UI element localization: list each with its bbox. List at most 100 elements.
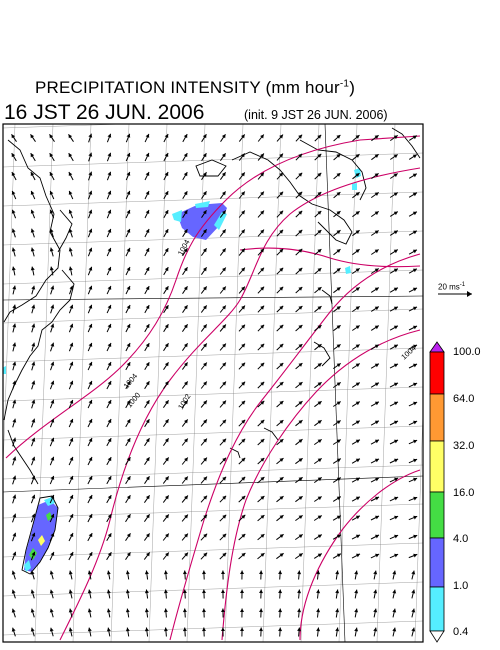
wind-vector <box>371 210 379 218</box>
wind-vector <box>200 248 208 256</box>
wind-vector <box>200 305 208 313</box>
meridian-line <box>414 406 423 642</box>
wind-vector <box>332 439 342 445</box>
wind-vector <box>125 570 130 580</box>
wind-vector <box>238 305 246 313</box>
wind-vector <box>257 267 265 275</box>
coast-fujian <box>7 429 39 485</box>
wind-vector <box>352 229 360 237</box>
wind-vector <box>219 514 227 522</box>
colorbar-tick-label: 16.0 <box>453 487 475 499</box>
wind-vector <box>87 608 92 618</box>
parallel-line <box>3 191 423 207</box>
wind-vector <box>68 380 74 390</box>
wind-vector <box>370 382 380 388</box>
wind-vector <box>219 457 227 465</box>
wind-vector <box>144 304 150 314</box>
wind-vector <box>276 400 284 408</box>
wind-vector <box>182 627 187 637</box>
wind-vector <box>314 362 322 370</box>
wind-vector <box>389 534 399 540</box>
wind-vector <box>144 190 150 200</box>
wind-vector <box>163 209 169 219</box>
wind-vector <box>31 418 36 428</box>
wind-vector <box>181 324 189 332</box>
wind-vector <box>276 305 284 313</box>
parallel-line <box>3 269 423 285</box>
wind-vector <box>411 589 416 599</box>
wind-vector <box>389 515 399 521</box>
wind-vector <box>257 153 265 161</box>
wind-vector <box>181 514 189 522</box>
wind-vector <box>370 515 380 521</box>
wind-vector <box>408 287 418 293</box>
wind-vector <box>143 533 151 541</box>
wind-vector <box>295 381 303 389</box>
wind-vector <box>351 363 361 369</box>
wind-vector <box>370 477 380 483</box>
wind-vector <box>314 210 322 218</box>
wind-vector <box>238 476 246 484</box>
wind-vector <box>335 589 340 599</box>
ryukyu-island-2 <box>229 447 241 459</box>
wind-vector <box>332 515 342 521</box>
wind-vector <box>238 400 246 408</box>
wind-vector <box>316 589 321 599</box>
wind-vector <box>295 533 303 541</box>
wind-vector <box>408 249 418 255</box>
wind-vector <box>125 399 131 409</box>
wind-vector <box>333 343 341 351</box>
wind-vector <box>370 268 380 274</box>
wind-vector <box>295 362 303 370</box>
wind-vector <box>238 286 246 294</box>
wind-vector <box>87 475 93 485</box>
wind-vector <box>12 342 17 352</box>
wind-vector <box>276 134 284 142</box>
wind-vector <box>314 191 322 199</box>
wind-vector <box>314 153 322 161</box>
wind-vector <box>106 551 112 561</box>
wind-vector <box>352 267 360 275</box>
wind-vector <box>182 608 187 618</box>
wind-vector <box>49 380 55 390</box>
wind-vector <box>238 153 246 161</box>
wind-vector <box>11 134 17 142</box>
wind-vector <box>257 134 265 142</box>
wind-vector <box>373 608 378 618</box>
wind-vector <box>106 380 112 390</box>
wind-vector <box>411 570 416 580</box>
wind-vector <box>276 552 284 560</box>
wind-vector <box>257 362 265 370</box>
wind-vector <box>11 228 16 238</box>
colorbar-underflow-triangle <box>429 630 445 643</box>
wind-vector <box>295 172 303 180</box>
wind-vector <box>162 438 170 446</box>
valid-time: 16 JST 26 JUN. 2006 <box>4 101 205 124</box>
wind-vector <box>125 552 131 560</box>
wind-vector <box>373 627 378 637</box>
wind-vector <box>278 589 283 599</box>
wind-vector <box>30 171 36 181</box>
wind-vector <box>87 627 92 637</box>
wind-vector <box>276 248 284 256</box>
wind-vector <box>313 515 323 521</box>
wind-vector <box>371 153 379 161</box>
wind-vector <box>182 209 188 219</box>
wind-vector <box>392 627 397 637</box>
wind-vector <box>144 361 150 371</box>
wind-vector <box>31 399 36 409</box>
wind-vector <box>314 267 322 275</box>
wind-vector <box>144 285 150 295</box>
wind-vector <box>11 551 17 561</box>
wind-vector <box>11 589 16 599</box>
colorbar-tick-label: 64.0 <box>453 393 475 405</box>
wind-vector <box>88 133 93 143</box>
parallel-line <box>3 386 423 402</box>
wind-vector <box>389 230 399 236</box>
wind-vector <box>295 229 303 237</box>
wind-vector <box>30 589 35 599</box>
wind-vector <box>162 552 170 560</box>
wind-vector <box>295 267 303 275</box>
wind-vector <box>276 153 284 161</box>
wind-vector <box>181 362 189 370</box>
